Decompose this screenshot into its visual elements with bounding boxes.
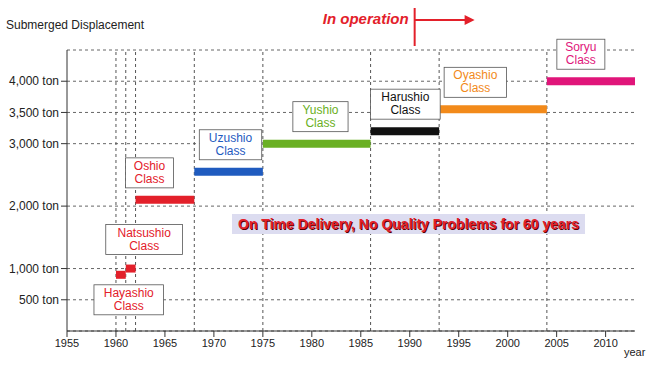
svg-text:Harushio: Harushio [381,90,429,104]
svg-text:Hayashio: Hayashio [104,286,154,300]
svg-text:Oyashio: Oyashio [453,68,497,82]
svg-text:1980: 1980 [300,337,324,349]
svg-text:Class: Class [135,172,165,186]
svg-text:1985: 1985 [349,337,373,349]
svg-text:1960: 1960 [104,337,128,349]
svg-text:2010: 2010 [593,337,617,349]
svg-text:Class: Class [460,81,490,95]
svg-text:1965: 1965 [153,337,177,349]
svg-text:2005: 2005 [544,337,568,349]
svg-text:Class: Class [129,239,159,253]
svg-text:Natsushio: Natsushio [117,226,171,240]
svg-text:Soryu: Soryu [565,40,596,54]
html-text:On Time Delivery, No Quality P: On Time Delivery, No Quality Problems fo… [238,216,580,232]
svg-text:500 ton: 500 ton [19,293,59,307]
svg-text:3,500 ton: 3,500 ton [9,106,59,120]
svg-text:1995: 1995 [446,337,470,349]
svg-text:2,000 ton: 2,000 ton [9,199,59,213]
html-text:year: year [624,346,646,358]
svg-text:3,000 ton: 3,000 ton [9,137,59,151]
svg-text:Uzushio: Uzushio [209,131,253,145]
svg-text:Yushio: Yushio [302,103,338,117]
svg-text:1990: 1990 [398,337,422,349]
svg-text:1,000 ton: 1,000 ton [9,262,59,276]
svg-text:Oshio: Oshio [134,159,166,173]
svg-text:Class: Class [390,103,420,117]
svg-text:Class: Class [305,116,335,130]
svg-text:1975: 1975 [251,337,275,349]
svg-text:4,000 ton: 4,000 ton [9,74,59,88]
svg-text:1955: 1955 [55,337,79,349]
svg-text:Class: Class [114,299,144,313]
html-text:Submerged Displacement: Submerged Displacement [6,18,145,32]
svg-text:Class: Class [216,144,246,158]
svg-text:1970: 1970 [202,337,226,349]
svg-text:Class: Class [566,53,596,67]
svg-text:2000: 2000 [495,337,519,349]
svg-text:In operation: In operation [323,10,409,27]
